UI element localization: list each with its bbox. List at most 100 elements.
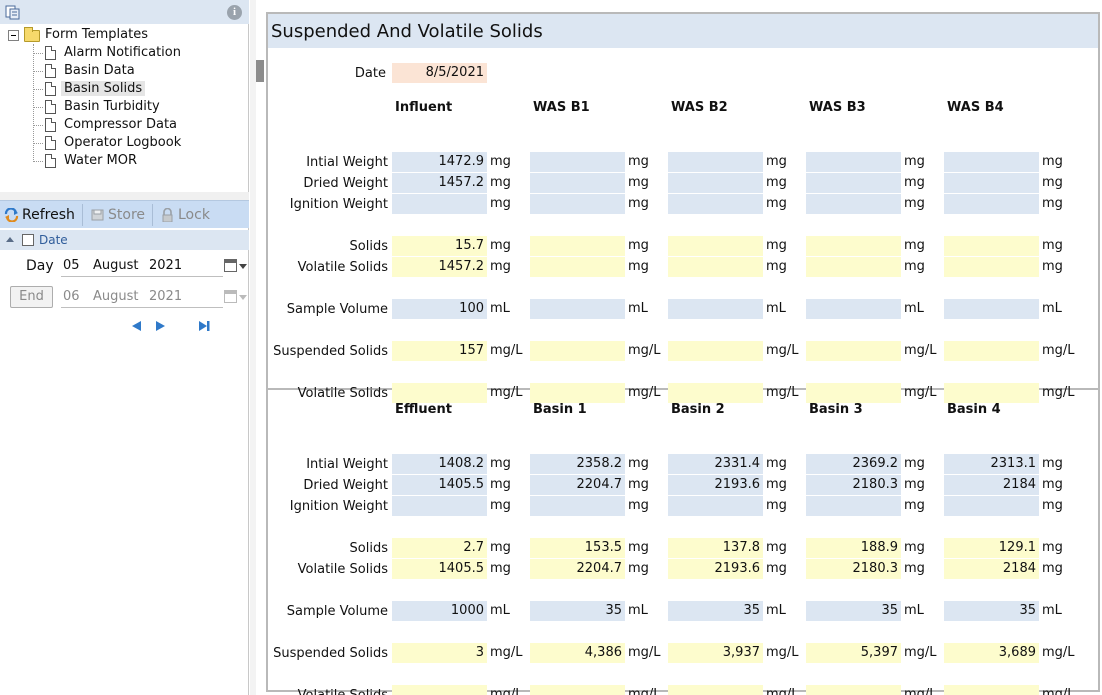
section2-volatile-field[interactable]: 1405.5 [392, 559, 487, 579]
tree-item[interactable]: Basin Turbidity [64, 99, 160, 114]
section2-suspended_solids-field[interactable]: 3 [392, 643, 487, 663]
store-button[interactable]: Store [86, 201, 150, 229]
section2-suspended_solids-field[interactable]: 4,386 [530, 643, 625, 663]
section2-volatile_solids-field[interactable] [392, 685, 487, 695]
section1-volatile-field[interactable] [806, 257, 901, 277]
section2-sample_volume-field[interactable]: 35 [944, 601, 1039, 621]
section1-solids-field[interactable] [944, 236, 1039, 256]
section2-sample_volume-field[interactable]: 35 [806, 601, 901, 621]
section1-ignition-field[interactable] [944, 194, 1039, 214]
form-date-field[interactable]: 8/5/2021 [392, 63, 487, 83]
section1-solids-field[interactable] [530, 236, 625, 256]
lock-button[interactable]: Lock [156, 201, 216, 229]
section2-ignition-field[interactable] [944, 496, 1039, 516]
section1-ignition-field[interactable] [392, 194, 487, 214]
section1-suspended_solids-field[interactable] [944, 341, 1039, 361]
section1-suspended_solids-field[interactable] [530, 341, 625, 361]
section2-solids-field[interactable]: 153.5 [530, 538, 625, 558]
section2-sample_volume-field[interactable]: 35 [668, 601, 763, 621]
section1-volatile-field[interactable] [668, 257, 763, 277]
section1-ignition-field[interactable] [806, 194, 901, 214]
section1-dried-field[interactable] [668, 173, 763, 193]
refresh-button[interactable]: Refresh [0, 201, 80, 229]
section2-solids-field[interactable]: 2.7 [392, 538, 487, 558]
tree-root-form-templates[interactable]: Form Templates [45, 27, 148, 42]
section2-sample_volume-field[interactable]: 1000 [392, 601, 487, 621]
section1-suspended_solids-field[interactable] [806, 341, 901, 361]
section1-volatile_solids-field[interactable] [668, 383, 763, 403]
section1-volatile-field[interactable] [530, 257, 625, 277]
section1-volatile_solids-field[interactable] [944, 383, 1039, 403]
section2-sample_volume-field[interactable]: 35 [530, 601, 625, 621]
section2-volatile_solids-field[interactable] [668, 685, 763, 695]
section2-ignition-field[interactable] [668, 496, 763, 516]
section2-dried-field[interactable]: 2193.6 [668, 475, 763, 495]
section1-sample_volume-field[interactable] [944, 299, 1039, 319]
info-icon[interactable]: i [227, 5, 242, 20]
last-day-icon[interactable] [197, 320, 211, 332]
section2-dried-field[interactable]: 2184 [944, 475, 1039, 495]
section2-volatile-field[interactable]: 2184 [944, 559, 1039, 579]
section2-volatile-field[interactable]: 2204.7 [530, 559, 625, 579]
day-calendar-icon[interactable] [224, 259, 237, 272]
tree-item[interactable]: Basin Data [64, 63, 135, 78]
date-section-header[interactable]: Date [0, 230, 249, 250]
section1-sample_volume-field[interactable] [806, 299, 901, 319]
section2-suspended_solids-field[interactable]: 3,937 [668, 643, 763, 663]
next-day-icon[interactable] [153, 320, 167, 332]
section1-initial-field[interactable]: 1472.9 [392, 152, 487, 172]
end-toggle-button[interactable]: End [10, 286, 53, 308]
splitter-grip[interactable] [256, 60, 264, 82]
end-calendar-icon[interactable] [224, 290, 237, 303]
collapse-toggle-icon[interactable] [8, 30, 19, 41]
section2-dried-field[interactable]: 2204.7 [530, 475, 625, 495]
section1-sample_volume-field[interactable] [668, 299, 763, 319]
end-date-picker[interactable]: 06 August 2021 [61, 286, 223, 308]
section2-initial-field[interactable]: 1408.2 [392, 454, 487, 474]
section1-volatile-field[interactable] [944, 257, 1039, 277]
section2-dried-field[interactable]: 2180.3 [806, 475, 901, 495]
tree-item[interactable]: Compressor Data [64, 117, 178, 132]
tree-item[interactable]: Basin Solids [61, 80, 146, 98]
section2-initial-field[interactable]: 2331.4 [668, 454, 763, 474]
section1-initial-field[interactable] [806, 152, 901, 172]
section2-solids-field[interactable]: 129.1 [944, 538, 1039, 558]
section1-ignition-field[interactable] [668, 194, 763, 214]
section2-initial-field[interactable]: 2358.2 [530, 454, 625, 474]
tree-item[interactable]: Operator Logbook [64, 135, 182, 150]
day-date-picker[interactable]: 05 August 2021 [61, 255, 223, 277]
previous-day-icon[interactable] [130, 320, 144, 332]
section1-initial-field[interactable] [668, 152, 763, 172]
section1-solids-field[interactable]: 15.7 [392, 236, 487, 256]
section1-volatile_solids-field[interactable] [392, 383, 487, 403]
section1-volatile_solids-field[interactable] [530, 383, 625, 403]
section2-volatile_solids-field[interactable] [530, 685, 625, 695]
section1-volatile_solids-field[interactable] [806, 383, 901, 403]
section2-suspended_solids-field[interactable]: 5,397 [806, 643, 901, 663]
section2-initial-field[interactable]: 2369.2 [806, 454, 901, 474]
section2-ignition-field[interactable] [806, 496, 901, 516]
section2-volatile-field[interactable]: 2180.3 [806, 559, 901, 579]
section1-ignition-field[interactable] [530, 194, 625, 214]
section2-volatile_solids-field[interactable] [944, 685, 1039, 695]
section1-dried-field[interactable] [530, 173, 625, 193]
section2-suspended_solids-field[interactable]: 3,689 [944, 643, 1039, 663]
end-dropdown-arrow-icon[interactable] [239, 295, 247, 300]
section2-initial-field[interactable]: 2313.1 [944, 454, 1039, 474]
section1-dried-field[interactable] [944, 173, 1039, 193]
section1-dried-field[interactable]: 1457.2 [392, 173, 487, 193]
section2-solids-field[interactable]: 137.8 [668, 538, 763, 558]
section2-ignition-field[interactable] [392, 496, 487, 516]
tree-item[interactable]: Alarm Notification [64, 45, 181, 60]
section1-volatile-field[interactable]: 1457.2 [392, 257, 487, 277]
section1-initial-field[interactable] [530, 152, 625, 172]
section1-sample_volume-field[interactable] [530, 299, 625, 319]
day-dropdown-arrow-icon[interactable] [239, 264, 247, 269]
section1-solids-field[interactable] [668, 236, 763, 256]
section1-suspended_solids-field[interactable] [668, 341, 763, 361]
section2-dried-field[interactable]: 1405.5 [392, 475, 487, 495]
section1-initial-field[interactable] [944, 152, 1039, 172]
section1-dried-field[interactable] [806, 173, 901, 193]
section1-sample_volume-field[interactable]: 100 [392, 299, 487, 319]
section2-volatile-field[interactable]: 2193.6 [668, 559, 763, 579]
